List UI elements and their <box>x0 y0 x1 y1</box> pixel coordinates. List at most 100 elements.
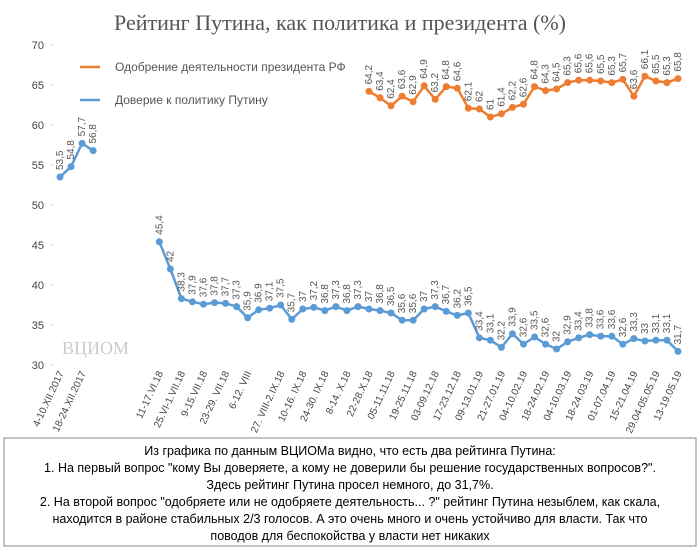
data-point <box>586 76 594 84</box>
data-label: 65,3 <box>563 56 574 76</box>
data-label: 65,7 <box>618 52 629 72</box>
data-point <box>630 92 638 100</box>
data-label: 37,2 <box>309 280 320 300</box>
data-label: 65,8 <box>673 52 684 72</box>
data-label: 63,6 <box>397 69 408 89</box>
data-point <box>409 316 417 324</box>
data-point <box>553 85 561 93</box>
data-point <box>497 110 505 118</box>
data-label: 65,5 <box>596 54 607 74</box>
data-point <box>211 299 218 307</box>
data-point <box>553 345 561 353</box>
data-point <box>376 94 384 102</box>
data-label: 32,6 <box>519 317 530 337</box>
data-point <box>409 98 417 106</box>
data-label: 33,8 <box>585 308 596 328</box>
data-label: 62,2 <box>507 80 518 100</box>
data-point <box>652 336 660 344</box>
data-point <box>453 84 461 92</box>
data-point <box>575 334 583 342</box>
data-point <box>464 309 472 317</box>
data-label: 65,3 <box>662 56 673 76</box>
data-label: 32,6 <box>618 317 629 337</box>
data-point <box>387 309 395 317</box>
data-point <box>508 103 516 111</box>
data-label: 37 <box>298 290 309 302</box>
data-label: 45,4 <box>154 215 165 235</box>
data-label: 33,1 <box>662 313 673 333</box>
data-label: 36,8 <box>375 284 386 304</box>
data-point <box>608 79 616 87</box>
data-label: 42 <box>165 250 176 262</box>
data-label: 33,5 <box>530 310 541 330</box>
data-label: 33,1 <box>485 313 496 333</box>
data-point <box>608 332 616 340</box>
data-point <box>321 307 329 315</box>
data-point <box>575 76 583 84</box>
notes-box <box>3 437 697 547</box>
note-line: поводов для беспокойства у власти нет ни… <box>210 529 490 543</box>
data-label: 62 <box>474 90 485 102</box>
data-label: 33,4 <box>474 311 485 331</box>
data-label: 36,9 <box>254 283 265 303</box>
data-label: 35,6 <box>408 293 419 313</box>
data-point <box>674 75 682 83</box>
data-point <box>398 92 406 100</box>
data-label: 33,6 <box>596 309 607 329</box>
legend-label: Одобрение деятельности президента РФ <box>115 60 346 74</box>
data-label: 61 <box>485 98 496 110</box>
data-label: 35,7 <box>287 292 298 312</box>
data-point <box>663 336 671 344</box>
data-point <box>520 100 527 108</box>
data-label: 65,6 <box>585 53 596 73</box>
data-label: 64,9 <box>419 59 430 79</box>
data-point <box>89 147 97 155</box>
data-label: 37,3 <box>353 280 364 300</box>
data-point <box>78 139 86 147</box>
data-point <box>531 333 539 341</box>
y-tick-label: 30 <box>32 360 44 372</box>
data-label: 37 <box>419 290 430 302</box>
note-line: Из графика по данным ВЦИОМа видно, что е… <box>144 444 556 458</box>
note-line: 2. На второй вопрос "одобряете или не од… <box>40 495 660 509</box>
data-point <box>508 330 516 338</box>
data-label: 36,5 <box>463 286 474 306</box>
data-point <box>376 307 384 315</box>
data-label: 35,9 <box>243 291 254 311</box>
legend-label: Доверие к политику Путину <box>115 93 268 107</box>
y-tick-label: 65 <box>32 80 44 92</box>
data-label: 37,1 <box>265 281 276 301</box>
data-point <box>255 306 263 314</box>
data-label: 63,6 <box>629 69 640 89</box>
data-label: 62,4 <box>386 79 397 99</box>
data-point <box>188 298 196 306</box>
data-label: 35,6 <box>397 293 408 313</box>
data-label: 33,4 <box>574 311 585 331</box>
data-label: 64,3 <box>541 64 552 84</box>
y-tick-label: 40 <box>32 280 44 292</box>
data-point <box>155 238 163 246</box>
data-point <box>387 102 395 110</box>
data-label: 38,3 <box>176 272 187 292</box>
data-point <box>619 340 627 348</box>
data-point <box>244 314 252 322</box>
data-label: 65,5 <box>651 54 662 74</box>
data-point <box>497 343 505 351</box>
chart-title: Рейтинг Путина, как политика и президент… <box>114 10 566 35</box>
data-label: 33 <box>640 322 651 334</box>
data-point <box>431 95 439 103</box>
data-point <box>564 79 572 87</box>
data-point <box>453 311 461 319</box>
data-label: 32,2 <box>496 320 507 340</box>
data-point <box>520 340 527 348</box>
data-label: 57,7 <box>77 116 88 136</box>
data-label: 64,8 <box>530 60 541 80</box>
data-label: 65,3 <box>607 56 618 76</box>
data-point <box>674 347 682 355</box>
data-label: 37,3 <box>232 280 243 300</box>
data-point <box>531 83 539 91</box>
data-label: 36,2 <box>452 288 463 308</box>
data-point <box>542 87 550 95</box>
data-point <box>586 331 594 339</box>
